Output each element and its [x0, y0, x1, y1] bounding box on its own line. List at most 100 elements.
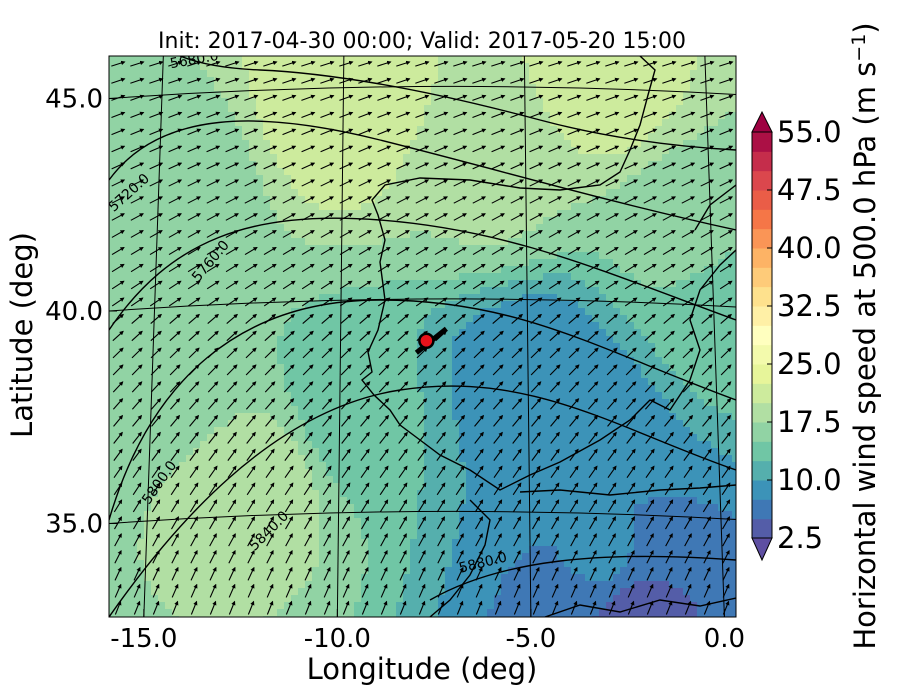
- field-cell: [284, 56, 292, 64]
- field-cell: [326, 595, 334, 603]
- field-cell: [445, 448, 453, 456]
- field-cell: [529, 182, 537, 190]
- field-cell: [172, 581, 180, 589]
- field-cell: [473, 196, 481, 204]
- field-cell: [347, 350, 355, 358]
- field-cell: [466, 539, 474, 547]
- field-cell: [165, 448, 173, 456]
- field-cell: [263, 364, 271, 372]
- field-cell: [354, 385, 362, 393]
- field-cell: [515, 329, 523, 337]
- field-cell: [270, 532, 278, 540]
- field-cell: [116, 189, 124, 197]
- field-cell: [459, 154, 467, 162]
- field-cell: [452, 350, 460, 358]
- field-cell: [256, 350, 264, 358]
- field-cell: [151, 252, 159, 260]
- field-cell: [368, 371, 376, 379]
- field-cell: [340, 259, 348, 267]
- field-cell: [256, 203, 264, 211]
- field-cell: [389, 210, 397, 218]
- field-cell: [389, 294, 397, 302]
- field-cell: [466, 602, 474, 610]
- field-cell: [144, 252, 152, 260]
- field-cell: [515, 119, 523, 127]
- field-cell: [501, 105, 509, 113]
- field-cell: [242, 63, 250, 71]
- field-cell: [123, 84, 131, 92]
- field-cell: [417, 553, 425, 561]
- field-cell: [361, 140, 369, 148]
- field-cell: [375, 126, 383, 134]
- field-cell: [438, 231, 446, 239]
- field-cell: [151, 609, 159, 617]
- field-cell: [389, 322, 397, 330]
- field-cell: [438, 427, 446, 435]
- field-cell: [396, 70, 404, 78]
- field-cell: [151, 497, 159, 505]
- field-cell: [347, 602, 355, 610]
- field-cell: [438, 203, 446, 211]
- field-cell: [200, 224, 208, 232]
- field-cell: [312, 595, 320, 603]
- field-cell: [424, 231, 432, 239]
- field-cell: [200, 595, 208, 603]
- field-cell: [501, 336, 509, 344]
- field-cell: [298, 252, 306, 260]
- field-cell: [193, 133, 201, 141]
- field-cell: [473, 329, 481, 337]
- field-cell: [151, 280, 159, 288]
- field-cell: [522, 539, 530, 547]
- field-cell: [410, 315, 418, 323]
- field-cell: [326, 546, 334, 554]
- field-cell: [368, 175, 376, 183]
- field-cell: [263, 322, 271, 330]
- field-cell: [529, 588, 537, 596]
- field-cell: [501, 343, 509, 351]
- field-cell: [109, 112, 117, 120]
- field-cell: [515, 469, 523, 477]
- field-cell: [333, 434, 341, 442]
- field-cell: [270, 154, 278, 162]
- field-cell: [109, 462, 117, 470]
- field-cell: [522, 329, 530, 337]
- field-cell: [487, 224, 495, 232]
- field-cell: [284, 84, 292, 92]
- field-cell: [200, 371, 208, 379]
- field-cell: [333, 322, 341, 330]
- field-cell: [389, 378, 397, 386]
- field-cell: [515, 385, 523, 393]
- field-cell: [319, 224, 327, 232]
- field-cell: [221, 350, 229, 358]
- field-cell: [389, 203, 397, 211]
- field-cell: [473, 175, 481, 183]
- field-cell: [508, 504, 516, 512]
- field-cell: [326, 203, 334, 211]
- field-cell: [123, 399, 131, 407]
- field-cell: [228, 273, 236, 281]
- field-cell: [410, 483, 418, 491]
- field-cell: [396, 231, 404, 239]
- field-cell: [319, 252, 327, 260]
- field-cell: [207, 84, 215, 92]
- field-cell: [368, 532, 376, 540]
- field-cell: [200, 105, 208, 113]
- field-cell: [361, 462, 369, 470]
- field-cell: [438, 280, 446, 288]
- field-cell: [186, 448, 194, 456]
- field-cell: [319, 364, 327, 372]
- field-cell: [319, 511, 327, 519]
- field-cell: [473, 301, 481, 309]
- field-cell: [305, 126, 313, 134]
- field-cell: [480, 133, 488, 141]
- field-cell: [445, 350, 453, 358]
- field-cell: [368, 560, 376, 568]
- field-cell: [186, 315, 194, 323]
- field-cell: [263, 574, 271, 582]
- field-cell: [214, 217, 222, 225]
- field-cell: [326, 133, 334, 141]
- field-cell: [333, 161, 341, 169]
- field-cell: [424, 609, 432, 617]
- field-cell: [466, 336, 474, 344]
- field-cell: [410, 574, 418, 582]
